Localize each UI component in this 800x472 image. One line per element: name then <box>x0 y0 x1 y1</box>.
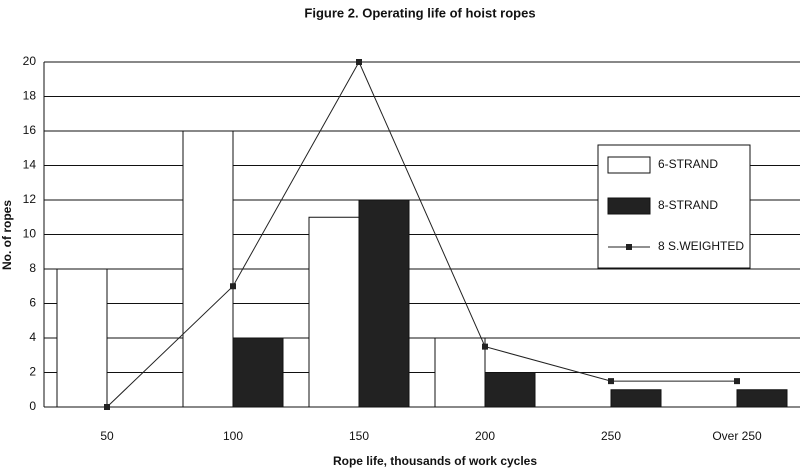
legend-marker <box>626 244 632 250</box>
bar <box>182 130 234 408</box>
legend-label: 8-STRAND <box>658 198 718 212</box>
y-tick-label: 10 <box>23 227 37 241</box>
chart-title: Figure 2. Operating life of hoist ropes <box>304 5 535 20</box>
y-tick-label: 12 <box>23 192 37 206</box>
bar <box>434 337 486 408</box>
marker <box>734 378 740 385</box>
y-tick-label: 2 <box>29 365 36 379</box>
legend-label: 6-STRAND <box>658 157 718 171</box>
bar <box>736 389 788 408</box>
legend-label: 8 S.WEIGHTED <box>658 239 744 253</box>
x-tick-label: 250 <box>601 429 621 443</box>
bar <box>358 199 410 408</box>
x-tick-label: 50 <box>100 429 114 443</box>
y-tick-label: 0 <box>29 399 36 413</box>
y-tick-label: 6 <box>29 296 36 310</box>
legend-swatch <box>607 156 651 174</box>
y-tick-label: 4 <box>29 330 36 344</box>
marker <box>230 283 236 290</box>
bar <box>232 337 284 408</box>
y-tick-label: 20 <box>23 54 37 68</box>
y-tick-label: 14 <box>23 158 37 172</box>
legend-swatch <box>607 197 651 215</box>
bar <box>610 389 662 408</box>
bar <box>56 268 108 408</box>
line <box>106 60 737 408</box>
x-tick-label: 200 <box>475 429 495 443</box>
x-axis-label: Rope life, thousands of work cycles <box>333 454 537 468</box>
y-tick-label: 16 <box>23 123 37 137</box>
bar <box>484 372 536 408</box>
bar <box>308 216 360 408</box>
x-tick-label: 150 <box>349 429 369 443</box>
y-tick-label: 8 <box>29 261 36 275</box>
x-tick-label: 100 <box>223 429 243 443</box>
marker <box>104 404 110 410</box>
marker <box>356 59 362 65</box>
y-tick-label: 18 <box>23 89 37 103</box>
x-tick-label: Over 250 <box>712 429 762 443</box>
y-axis-label: No. of ropes <box>0 200 14 270</box>
marker <box>608 378 614 385</box>
marker <box>482 343 488 350</box>
